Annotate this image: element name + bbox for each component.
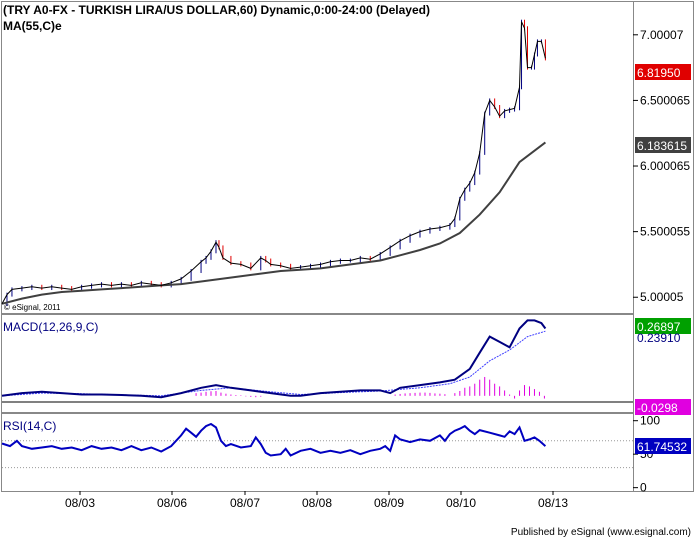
x-tick-label: 08/10	[446, 496, 476, 510]
x-tick-label: 08/13	[538, 496, 568, 510]
price-y-tick-label: 5.500055	[640, 225, 690, 239]
chart-title: (TRY A0-FX - TURKISH LIRA/US DOLLAR,60) …	[3, 3, 430, 17]
price-line	[1, 21, 546, 305]
rsi-y-tick-label: 100	[640, 414, 660, 428]
last-price-label: 6.81950	[637, 66, 681, 80]
rsi-value-box	[635, 438, 691, 454]
rsi-value-label: 61.74532	[637, 440, 687, 454]
price-y-ticks: 7.00007 6.500065 6.000065 5.500055 5.00005	[633, 28, 690, 304]
ma-value-label: 6.183615	[637, 139, 687, 153]
footer: Published by eSignal (www.esignal.com)	[511, 527, 691, 538]
x-tick-label: 08/07	[230, 496, 260, 510]
price-panel-frame	[1, 1, 634, 314]
x-tick-label: 08/03	[65, 496, 95, 510]
macd-label: MACD(12,26,9,C)	[3, 320, 98, 334]
x-tick-label: 08/06	[157, 496, 187, 510]
price-y-tick-label: 6.000065	[640, 159, 690, 173]
macd-panel-frame	[1, 314, 634, 413]
price-y-tick-label: 7.00007	[640, 28, 684, 42]
rsi-line	[1, 422, 547, 457]
rsi-y-tick-label: 0	[640, 481, 647, 495]
macd-signal-value-label: 0.23910	[637, 331, 681, 345]
macd-value-label: 0.26897	[637, 320, 681, 334]
ma-label: MA(55,C)e	[3, 19, 62, 33]
macd-hist-value-box	[635, 399, 691, 415]
last-price-box	[635, 64, 691, 80]
macd-value-box	[635, 318, 691, 334]
rsi-label: RSI(14,C)	[3, 419, 56, 433]
price-y-tick-label: 6.500065	[640, 93, 690, 107]
x-tick-label: 08/08	[302, 496, 332, 510]
macd-hist-value-label: -0.0298	[637, 401, 678, 415]
ma-line	[1, 141, 547, 305]
price-y-tick-label: 5.00005	[640, 290, 684, 304]
copyright: © eSignal, 2011	[4, 303, 61, 312]
x-tick-label: 08/09	[374, 496, 404, 510]
x-axis-ticks: 08/03 08/06 08/07 08/08 08/09 08/10 08/13	[65, 491, 568, 510]
macd-histogram	[195, 376, 545, 399]
ma-value-box	[635, 137, 691, 153]
macd-line	[1, 319, 547, 399]
